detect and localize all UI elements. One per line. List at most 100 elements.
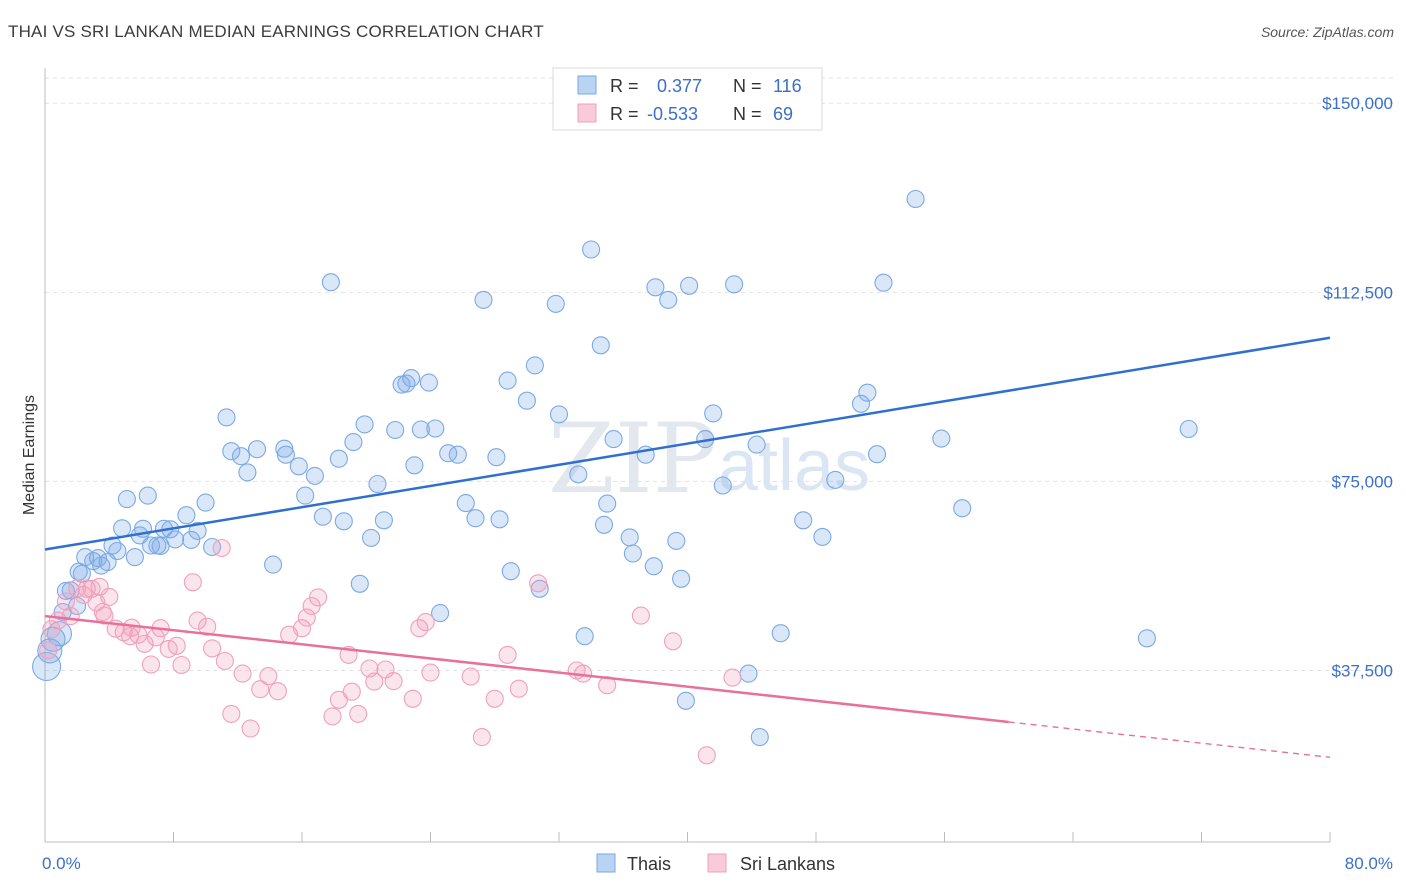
legend-n-label-2: N = xyxy=(733,104,762,124)
thais-point xyxy=(525,356,544,375)
thais-point xyxy=(350,574,369,593)
thais-point xyxy=(739,664,758,683)
legend-n-label-1: N = xyxy=(733,76,762,96)
thais-point xyxy=(125,548,144,567)
thais-point xyxy=(334,512,353,531)
thais-point xyxy=(222,442,241,461)
thais-point xyxy=(826,470,845,489)
series-swatch-thais xyxy=(596,853,616,873)
thais-point xyxy=(264,555,283,574)
thais-point xyxy=(203,537,222,557)
thais-point xyxy=(386,420,405,440)
thais-point xyxy=(549,405,569,424)
srilankans-trend-extension xyxy=(1008,721,1331,758)
thais-point xyxy=(546,294,565,313)
thais-point xyxy=(56,581,75,600)
thais-point xyxy=(906,189,925,209)
thais-point xyxy=(501,562,520,581)
thais-point xyxy=(275,439,294,458)
thais-point xyxy=(575,627,594,646)
thais-point xyxy=(296,486,315,505)
thais-point xyxy=(177,506,196,525)
srilankans-point xyxy=(631,606,650,625)
thais-point xyxy=(313,507,332,526)
thais-point xyxy=(397,374,416,393)
thais-point xyxy=(419,373,438,392)
legend-swatch-thais xyxy=(577,75,597,95)
thais-point xyxy=(238,463,257,482)
thais-point xyxy=(598,494,617,513)
watermark-atlas: atlas xyxy=(718,426,870,506)
thais-point xyxy=(344,433,363,452)
thais-point xyxy=(490,510,509,529)
correlation-legend: R = 0.377 N = 116 R = -0.533 N = 69 xyxy=(552,67,823,131)
srilankans-point xyxy=(251,680,270,699)
thais-point xyxy=(68,596,87,616)
series-label-thais: Thais xyxy=(627,854,671,874)
watermark-zip: ZIP xyxy=(548,403,717,515)
srilankans-point xyxy=(697,746,716,765)
thais-point xyxy=(498,371,517,390)
srilankans-point xyxy=(349,704,368,723)
y-tick-label: $150,000 xyxy=(1322,94,1393,113)
thais-point xyxy=(667,531,686,550)
thais-point xyxy=(672,569,691,588)
thais-point xyxy=(858,383,877,402)
legend-r-label-2: R = xyxy=(610,104,639,124)
y-axis-label: Median Earnings xyxy=(21,395,38,515)
legend-n-value-2: 69 xyxy=(773,104,793,124)
x-tick-label-max: 80.0% xyxy=(1345,854,1393,873)
thais-point xyxy=(646,278,665,297)
srilankans-point xyxy=(403,689,422,708)
thais-point xyxy=(431,604,450,623)
thais-point xyxy=(487,448,506,467)
grid-lines xyxy=(45,77,1394,672)
thais-point xyxy=(141,536,161,555)
thais-point xyxy=(771,624,790,643)
thais-point xyxy=(623,544,642,563)
thais-point xyxy=(426,419,445,438)
srilankans-point xyxy=(135,634,154,653)
series-label-srilankans: Sri Lankans xyxy=(740,854,835,874)
thais-point xyxy=(368,474,387,494)
thais-point xyxy=(517,391,536,410)
thais-point xyxy=(247,440,267,459)
thais-point xyxy=(196,493,215,512)
x-tick-label-min: 0.0% xyxy=(42,854,81,873)
srilankans-point xyxy=(342,682,361,701)
thais-point xyxy=(604,430,623,449)
thais-point xyxy=(725,275,744,294)
trend-lines xyxy=(44,336,1331,758)
srilankans-point xyxy=(188,611,207,630)
thais-point xyxy=(594,515,614,534)
legend-r-value-1: 0.377 xyxy=(657,76,702,96)
thais-point xyxy=(747,435,766,454)
thais-point xyxy=(411,420,430,439)
srilankans-point xyxy=(365,672,384,691)
srilankans-point xyxy=(198,617,217,636)
srilankans-point xyxy=(498,645,517,664)
series-swatch-srilankans xyxy=(707,853,727,873)
thais-point xyxy=(1179,419,1198,439)
srilankans-point xyxy=(68,579,87,598)
legend-box xyxy=(552,67,823,131)
thais-point xyxy=(874,273,893,292)
srilankans-point xyxy=(309,588,328,607)
srilankans-point xyxy=(329,690,348,709)
thais-point xyxy=(713,476,732,495)
srilankans-point xyxy=(167,636,186,655)
srilankans-point xyxy=(461,667,480,686)
thais-point xyxy=(851,394,871,413)
srilankans-point xyxy=(472,728,491,747)
thais-point xyxy=(750,728,769,747)
thais-point xyxy=(138,486,157,505)
srilankans-point xyxy=(215,651,234,671)
srilankans-point xyxy=(222,704,241,723)
legend-n-value-1: 116 xyxy=(773,76,802,96)
srilankans-point xyxy=(323,707,342,726)
thais-point xyxy=(402,369,421,388)
thais-point xyxy=(374,511,393,530)
thais-point xyxy=(591,336,610,355)
thais-point xyxy=(321,273,340,292)
srilankans-point xyxy=(663,632,683,651)
